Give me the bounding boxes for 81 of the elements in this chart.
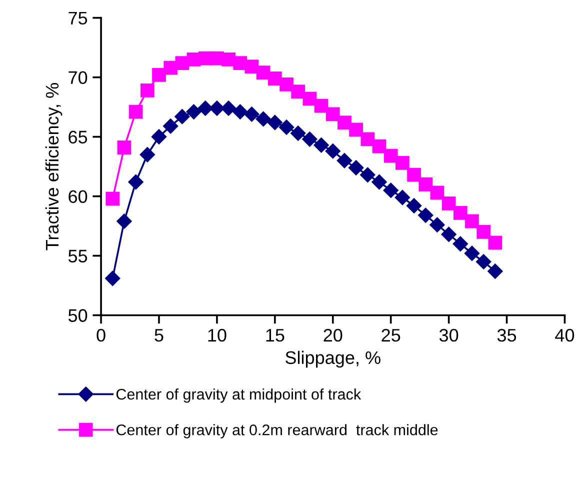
point	[384, 148, 398, 163]
point	[256, 66, 270, 80]
x-tick-label: 35	[497, 328, 516, 342]
point	[453, 206, 468, 220]
point	[116, 214, 132, 229]
point	[268, 72, 282, 86]
point	[220, 100, 236, 116]
point	[465, 214, 479, 228]
point	[232, 104, 248, 120]
point	[174, 109, 190, 124]
point	[360, 132, 375, 146]
point	[314, 98, 328, 113]
x-tick-label: 40	[555, 328, 574, 342]
point	[128, 104, 143, 119]
y-tick-label: 75	[68, 12, 88, 25]
point	[290, 126, 306, 141]
x-tick-label: 20	[324, 328, 342, 342]
point	[349, 122, 364, 137]
point	[442, 196, 456, 210]
point	[106, 192, 120, 206]
point	[209, 100, 225, 116]
x-tick-label: 30	[439, 328, 458, 342]
point	[336, 153, 352, 168]
x-tick-label: 25	[382, 328, 400, 342]
x-tick-label: 0	[96, 328, 106, 342]
point	[452, 236, 468, 252]
point	[407, 168, 421, 182]
point	[418, 177, 433, 192]
point	[267, 114, 282, 130]
point	[140, 83, 154, 98]
point	[430, 186, 444, 200]
point	[175, 56, 190, 70]
point	[464, 246, 480, 261]
point	[326, 107, 340, 122]
point	[372, 139, 386, 154]
point	[152, 68, 166, 82]
point	[278, 120, 294, 135]
point	[488, 264, 503, 279]
x-tick-label: 15	[266, 329, 284, 342]
point	[476, 254, 492, 270]
point	[395, 156, 410, 170]
point	[418, 208, 434, 223]
point	[372, 174, 387, 190]
point	[488, 236, 502, 250]
point	[348, 160, 364, 176]
point	[476, 225, 491, 239]
point	[360, 167, 376, 182]
point	[105, 270, 120, 286]
y-tick-label: 55	[68, 250, 88, 262]
point	[314, 138, 329, 153]
y-tick-label: 65	[68, 130, 88, 144]
point	[291, 84, 306, 99]
x-tick-label: 10	[208, 328, 226, 342]
point	[406, 198, 422, 214]
point	[198, 100, 213, 116]
point	[163, 118, 178, 134]
point	[244, 60, 259, 74]
point	[117, 140, 132, 154]
y-tick-label: 70	[68, 71, 88, 84]
y-tick-label: 60	[68, 190, 88, 203]
point	[151, 129, 167, 144]
point	[244, 106, 260, 122]
legend-label: Center of gravity at 0.2m rearward track middle	[116, 424, 438, 438]
point	[256, 111, 271, 127]
x-axis-title: Slippage, %	[286, 350, 380, 368]
point	[441, 226, 456, 242]
point	[325, 143, 340, 159]
legend-label: Center of gravity at midpoint of track	[116, 388, 362, 403]
point	[280, 78, 294, 92]
x-tick-label: 5	[154, 329, 164, 342]
point	[430, 217, 445, 232]
point	[128, 174, 144, 190]
point	[338, 116, 352, 130]
point	[383, 182, 398, 198]
point	[302, 132, 318, 147]
y-tick-label: 50	[68, 309, 88, 322]
point	[233, 56, 248, 70]
point	[140, 147, 155, 162]
point	[394, 190, 410, 206]
y-axis-title: Tractive efficiency, %	[45, 83, 62, 250]
point	[186, 104, 202, 120]
